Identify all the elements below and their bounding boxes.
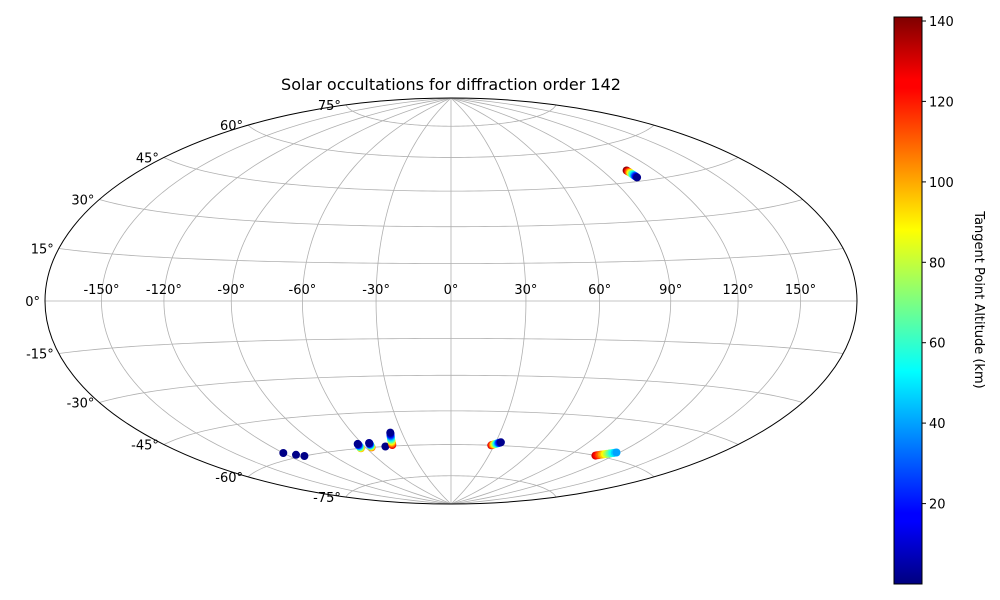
colorbar-tick-label: 40 [929, 417, 946, 432]
occultation-points [279, 166, 642, 460]
latitude-tick-label: -75° [313, 491, 341, 506]
occultation-point [365, 439, 374, 447]
latitude-tick-label: -45° [131, 439, 159, 454]
longitude-tick-label: 150° [785, 283, 816, 298]
occultation-point [496, 438, 505, 447]
colorbar-tick-label: 140 [929, 15, 954, 30]
parallel-line [163, 410, 739, 445]
longitude-tick-label: -120° [146, 283, 182, 298]
longitude-tick-labels: -150° -120° -90° -60° -30° 0° 30° 60° 90° 120° 150… [83, 283, 816, 298]
colorbar-tick-label: 20 [929, 498, 946, 513]
colorbar-tick-label: 100 [929, 176, 954, 191]
longitude-tick-label: -30° [362, 283, 390, 298]
occultation-point [633, 173, 642, 182]
longitude-tick-label: 60° [588, 283, 611, 298]
latitude-tick-label: 60° [220, 119, 243, 134]
occultation-point [353, 439, 362, 448]
colorbar-tick-label: 80 [929, 256, 946, 271]
parallel-line [345, 475, 557, 498]
parallel-line [345, 104, 557, 127]
longitude-tick-label: -60° [289, 283, 317, 298]
colorbar: 20 40 60 80 100 120 140 Tangent Point Altitude… [893, 15, 986, 585]
parallel-line [58, 338, 844, 354]
longitude-tick-label: 30° [514, 283, 537, 298]
parallel-line [99, 374, 803, 403]
latitude-tick-label: 15° [31, 243, 54, 258]
longitude-tick-label: 0° [444, 283, 459, 298]
latitude-tick-label: -15° [26, 348, 54, 363]
occultation-point [292, 450, 300, 459]
latitude-tick-label: -30° [67, 397, 95, 412]
longitude-tick-label: 120° [722, 283, 753, 298]
longitude-tick-label: 90° [659, 283, 682, 298]
occultation-point [612, 448, 621, 457]
occultation-point [300, 452, 309, 460]
latitude-tick-label: 30° [71, 194, 94, 209]
colorbar-tick-label: 60 [929, 337, 946, 352]
occultation-point [386, 428, 395, 437]
latitude-tick-label: 45° [136, 152, 159, 167]
occultation-point [279, 449, 288, 457]
latitude-tick-labels: 75° 60° 45° 30° 15° 0° -15° -30° -45° -60° -75° [25, 99, 341, 506]
latitude-tick-label: -60° [215, 471, 243, 486]
parallel-line [58, 248, 844, 264]
colorbar-ticks: 20 40 60 80 100 120 140 [922, 15, 954, 513]
parallel-line [99, 199, 803, 228]
longitude-tick-label: -150° [83, 283, 119, 298]
longitude-tick-label: -90° [217, 283, 245, 298]
colorbar-gradient [893, 16, 923, 585]
parallel-line [163, 157, 739, 192]
graticule [45, 98, 857, 504]
parallel-line [247, 124, 655, 158]
colorbar-label: Tangent Point Altitude (km) [971, 210, 986, 388]
map-boundary [44, 97, 858, 505]
parallel-line [247, 444, 655, 478]
colorbar-tick-label: 120 [929, 95, 954, 110]
latitude-tick-label: 0° [25, 295, 40, 310]
occultation-point [381, 442, 390, 451]
chart-title: Solar occultations for diffraction order… [281, 75, 621, 94]
latitude-tick-label: 75° [318, 99, 341, 114]
